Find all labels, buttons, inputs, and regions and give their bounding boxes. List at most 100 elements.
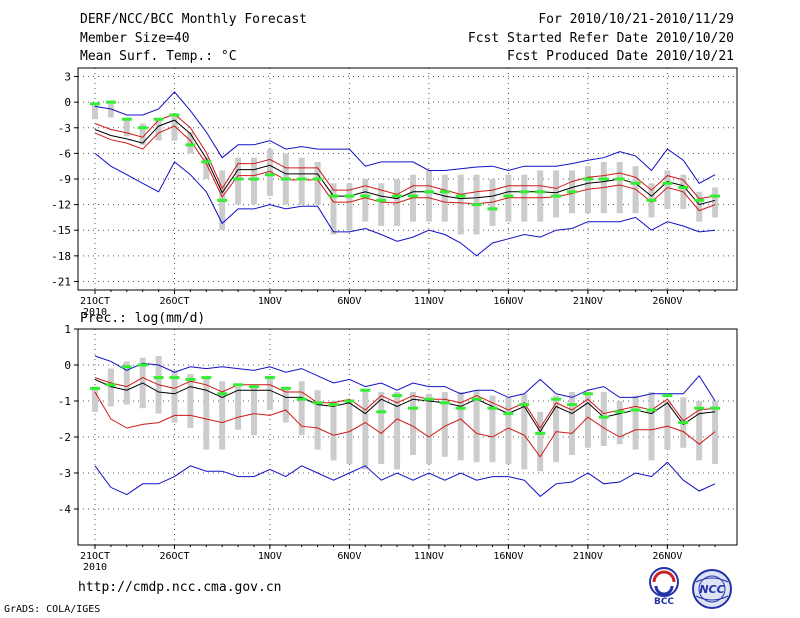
- median-marker: [201, 160, 212, 164]
- median-marker: [567, 190, 577, 194]
- ensemble-box: [457, 174, 464, 235]
- y-tick-label: -1: [58, 395, 71, 408]
- median-marker: [185, 143, 196, 147]
- median-marker: [439, 401, 450, 405]
- ensemble-box: [203, 157, 210, 179]
- ncc-logo: NCC: [692, 569, 732, 609]
- lower-line: [94, 125, 716, 212]
- mean-line: [94, 119, 716, 206]
- ensemble-box: [266, 149, 273, 197]
- x-tick-label: 21OCT: [80, 296, 110, 307]
- ensemble-box: [107, 368, 114, 407]
- median-marker: [535, 190, 546, 194]
- ensemble-box: [203, 375, 210, 450]
- ensemble-box: [425, 170, 432, 222]
- forecast-period: For 2010/10/21-2010/11/29: [538, 12, 734, 27]
- upper-line: [94, 113, 716, 200]
- ensemble-box: [251, 157, 257, 205]
- median-marker: [121, 365, 132, 369]
- median-marker: [280, 386, 291, 390]
- ensemble-box: [473, 390, 480, 463]
- ensemble-box: [346, 183, 353, 231]
- ensemble-box: [139, 123, 146, 145]
- median-marker: [582, 177, 593, 181]
- median-marker: [169, 113, 180, 117]
- median-marker: [598, 177, 609, 181]
- ensemble-box: [266, 375, 273, 410]
- median-marker: [455, 406, 466, 410]
- x-tick-label: 11NOV: [414, 296, 444, 307]
- x-tick-label: 2010: [83, 562, 107, 573]
- ensemble-box: [394, 392, 401, 470]
- median-marker: [264, 376, 275, 380]
- median-marker: [360, 388, 371, 392]
- min-line: [94, 153, 716, 257]
- median-marker: [423, 397, 434, 401]
- median-marker: [487, 207, 498, 211]
- median-marker: [678, 421, 689, 425]
- ensemble-box: [187, 132, 194, 154]
- ensemble-box: [92, 386, 98, 412]
- median-marker: [551, 397, 562, 401]
- median-marker: [519, 190, 530, 194]
- ensemble-box: [346, 401, 353, 464]
- median-marker: [233, 177, 244, 181]
- ensemble-box: [251, 384, 257, 436]
- median-marker: [392, 394, 403, 398]
- x-tick-label: 1NOV: [258, 551, 282, 562]
- x-tick-label: 26NOV: [652, 551, 682, 562]
- median-marker: [169, 376, 180, 380]
- ncc-logo-text: NCC: [699, 583, 724, 596]
- ensemble-box: [123, 361, 130, 405]
- median-marker: [105, 100, 116, 104]
- median-marker: [471, 203, 482, 207]
- ensemble-box: [616, 161, 623, 214]
- median-marker: [217, 198, 228, 202]
- y-tick-label: 0: [64, 359, 71, 372]
- x-tick-label: 2010: [83, 307, 107, 318]
- forecast-produced-date: Fcst Produced Date 2010/10/21: [507, 49, 734, 64]
- median-marker: [249, 177, 259, 181]
- ensemble-box: [616, 401, 623, 445]
- ensemble-box: [600, 392, 607, 446]
- median-marker: [630, 408, 641, 412]
- ensemble-box: [298, 157, 305, 205]
- ensemble-box: [92, 104, 98, 120]
- y-tick-label: -4: [58, 503, 72, 516]
- median-marker: [423, 190, 434, 194]
- ensemble-box: [330, 401, 337, 461]
- median-marker: [296, 177, 307, 181]
- ensemble-box: [696, 191, 703, 222]
- ensemble-box: [489, 395, 496, 463]
- ensemble-box: [505, 397, 512, 464]
- median-marker: [503, 194, 514, 198]
- ensemble-box: [441, 174, 448, 222]
- median-marker: [503, 412, 514, 416]
- y-tick-label: -21: [51, 275, 71, 288]
- median-marker: [328, 194, 339, 198]
- member-size: Member Size=40: [80, 31, 190, 46]
- x-tick-label: 21NOV: [573, 296, 603, 307]
- ensemble-box: [632, 395, 639, 450]
- ensemble-box: [457, 392, 464, 461]
- median-marker: [153, 376, 164, 380]
- chart-title: DERF/NCC/BCC Monthly Forecast: [80, 12, 307, 27]
- ensemble-box: [155, 119, 162, 141]
- x-tick-label: 16NOV: [493, 296, 523, 307]
- x-tick-label: 21OCT: [80, 551, 110, 562]
- median-marker: [344, 194, 355, 198]
- median-marker: [487, 406, 498, 410]
- median-marker: [153, 117, 164, 121]
- ensemble-box: [664, 401, 671, 450]
- median-marker: [344, 399, 355, 403]
- median-marker: [694, 198, 705, 202]
- x-tick-label: 16NOV: [493, 551, 523, 562]
- median-marker: [137, 126, 148, 130]
- mean-line: [94, 378, 716, 433]
- ensemble-box: [648, 392, 655, 461]
- median-marker: [455, 194, 466, 198]
- ensemble-box: [171, 370, 178, 423]
